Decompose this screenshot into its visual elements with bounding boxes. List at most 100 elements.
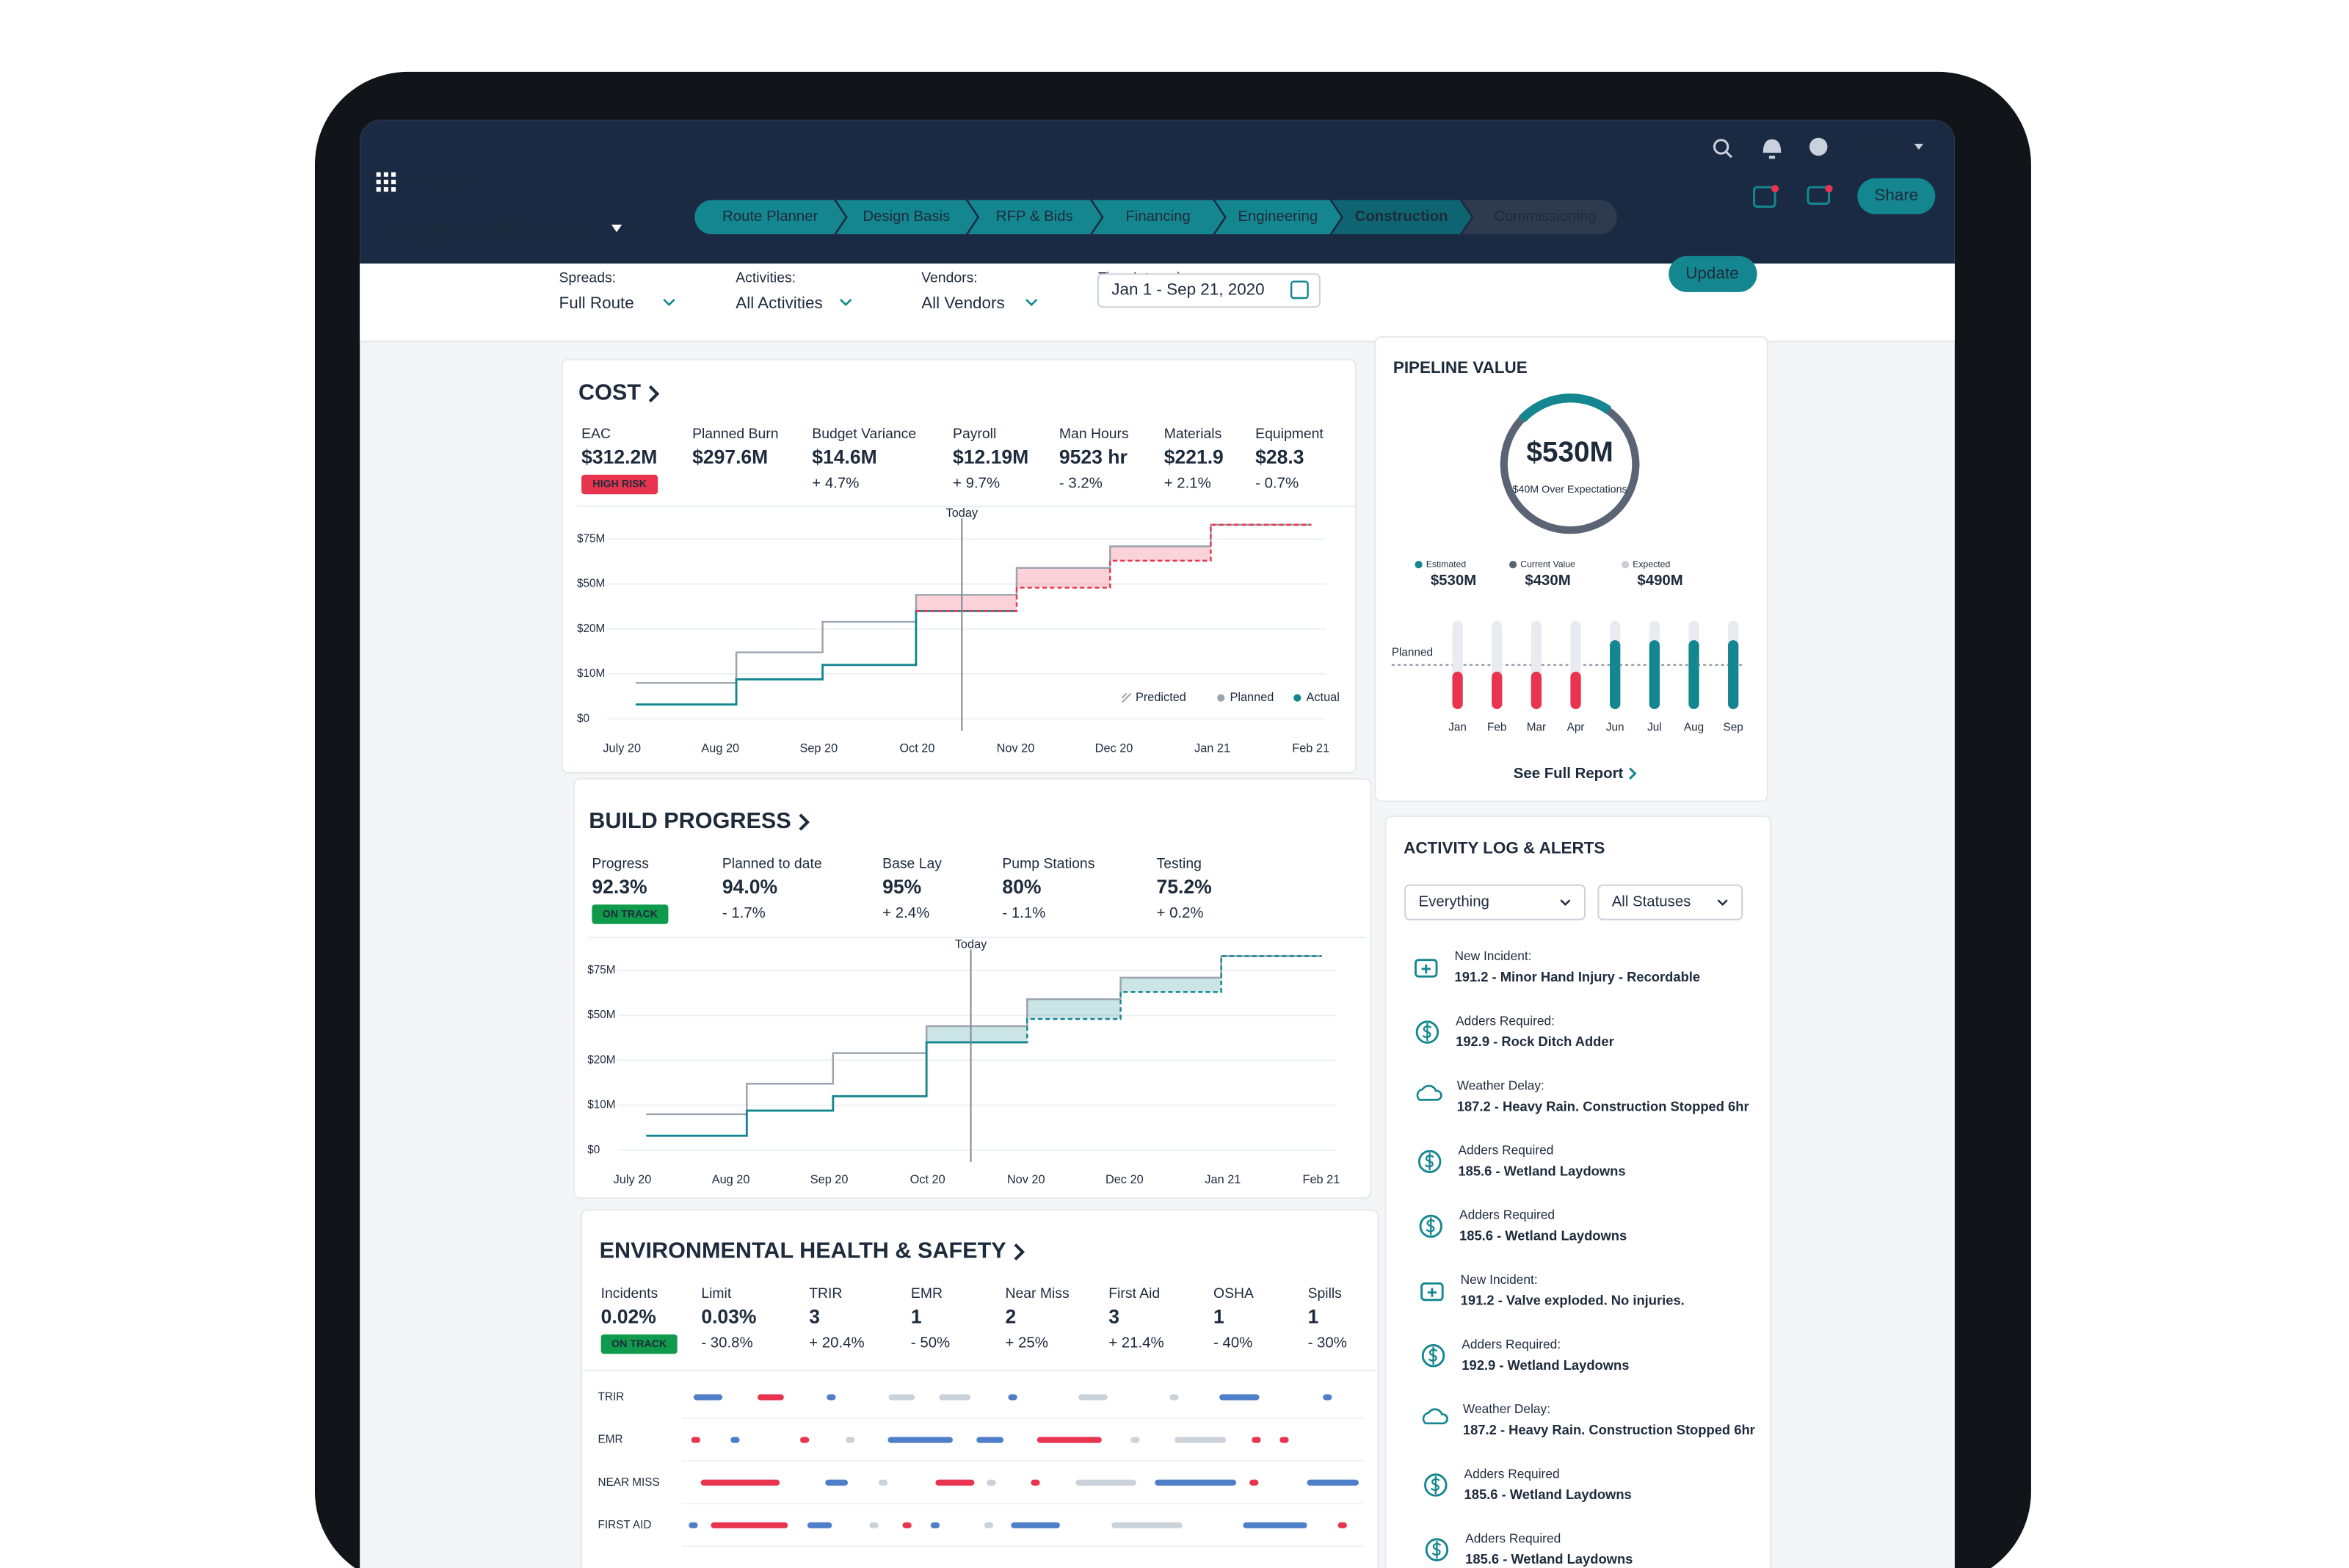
bell-icon[interactable] xyxy=(1762,139,1782,159)
chevron[interactable] xyxy=(799,813,810,831)
filter-value[interactable]: All Vendors xyxy=(921,294,1005,312)
date-picker[interactable] xyxy=(1097,273,1321,308)
x-tick-label: Oct 20 xyxy=(910,1173,945,1186)
y-tick-label: $50M xyxy=(587,1009,615,1021)
metric-change: - 50% xyxy=(911,1335,950,1351)
card-title[interactable]: ENVIRONMENTAL HEALTH & SAFETY xyxy=(600,1238,1006,1263)
apps-icon xyxy=(391,172,396,177)
metric-change: + 2.4% xyxy=(882,905,929,921)
adder-icon xyxy=(1425,1538,1449,1561)
legend-dot xyxy=(1508,561,1517,569)
select-value[interactable]: Everything xyxy=(1419,894,1489,910)
stage-label[interactable]: Construction xyxy=(1355,208,1448,225)
metric-label: Testing xyxy=(1157,855,1202,871)
stage-label[interactable]: RFP & Bids xyxy=(996,208,1073,225)
activity-text[interactable]: 192.9 - Rock Ditch Adder xyxy=(1456,1034,1614,1049)
metric-label: Payroll xyxy=(953,426,996,442)
activity-text[interactable]: 187.2 - Heavy Rain. Construction Stopped… xyxy=(1457,1098,1749,1114)
share-label[interactable]: Share xyxy=(1874,186,1918,204)
chevron[interactable] xyxy=(1014,1243,1025,1261)
x-tick-label: Mar xyxy=(1527,722,1546,734)
donut-arc xyxy=(1518,393,1612,423)
chevron[interactable] xyxy=(648,385,660,403)
profile-menu[interactable]: Profile xyxy=(1857,137,1904,155)
legend-label: Expected xyxy=(1633,559,1670,569)
dropdown-chevron xyxy=(1717,899,1728,906)
metric-label: First Aid xyxy=(1108,1285,1160,1302)
legend-swatch xyxy=(1293,694,1301,702)
metric-value: 80% xyxy=(1002,876,1041,898)
card-title: ACTIVITY LOG & ALERTS xyxy=(1404,839,1605,857)
project-title[interactable]: Longhorn Pipeline xyxy=(381,217,591,244)
y-tick-label: $20M xyxy=(577,623,605,635)
actual-line xyxy=(646,1041,1028,1137)
metric-value: $28.3 xyxy=(1255,446,1304,468)
metric-value: $14.6M xyxy=(812,446,876,468)
stage-label[interactable]: Design Basis xyxy=(863,208,950,225)
activity-text[interactable]: 191.2 - Minor Hand Injury - Recordable xyxy=(1455,969,1701,984)
card-title[interactable]: COST xyxy=(578,380,641,405)
incident-icon xyxy=(1420,1282,1444,1302)
filter-value[interactable]: Full Route xyxy=(559,294,634,312)
chart-icon[interactable] xyxy=(1752,186,1776,208)
metric-change: - 1.1% xyxy=(1002,905,1045,921)
share-button[interactable] xyxy=(1857,178,1936,214)
dropdown-chevron xyxy=(1025,299,1038,307)
x-tick-label: Feb 21 xyxy=(1292,741,1329,755)
activity-text[interactable]: 192.9 - Wetland Laydowns xyxy=(1462,1357,1629,1373)
apps-icon xyxy=(391,187,396,192)
donut-subtitle: $40M Over Expectations xyxy=(1512,484,1627,496)
stage-tab[interactable] xyxy=(1459,198,1619,236)
activity-text[interactable]: 185.6 - Wetland Laydowns xyxy=(1464,1487,1632,1502)
stage-tab[interactable] xyxy=(692,198,848,236)
x-tick-label: Sep 20 xyxy=(799,741,838,755)
legend-dot xyxy=(1415,561,1423,569)
stage-label[interactable]: Commissioning xyxy=(1494,208,1596,225)
message-icon[interactable] xyxy=(1807,186,1831,205)
filter-value[interactable]: All Activities xyxy=(736,294,822,312)
metric-change: + 0.2% xyxy=(1157,905,1204,921)
activity-text[interactable]: 185.6 - Wetland Laydowns xyxy=(1465,1551,1633,1567)
filter-value[interactable]: Jan 1 - Sep 21, 2020 xyxy=(1111,280,1264,299)
status-badge xyxy=(592,904,669,924)
row-label: FIRST AID xyxy=(598,1519,652,1531)
stage-label[interactable]: Route Planner xyxy=(722,208,818,225)
adder-icon xyxy=(1419,1214,1442,1238)
metric-change: + 25% xyxy=(1005,1335,1048,1351)
select[interactable] xyxy=(1597,884,1743,921)
filter-label: Activities: xyxy=(736,270,796,286)
stage-label[interactable]: Engineering xyxy=(1238,208,1318,225)
report-link[interactable]: See Full Report xyxy=(1514,766,1624,782)
select[interactable] xyxy=(1404,884,1586,921)
adder-icon xyxy=(1422,1023,1432,1042)
select-value[interactable]: All Statuses xyxy=(1612,894,1691,910)
x-tick-label: Dec 20 xyxy=(1105,1173,1144,1186)
x-tick-label: Jun xyxy=(1606,722,1624,734)
today-label: Today xyxy=(946,507,979,520)
x-tick-label: Nov 20 xyxy=(1007,1173,1045,1186)
help-icon[interactable] xyxy=(1809,137,1828,156)
row-label: NEAR MISS xyxy=(598,1476,660,1489)
y-tick-label: $50M xyxy=(577,578,605,590)
stage-label[interactable]: Financing xyxy=(1125,208,1190,225)
metric-value: 3 xyxy=(809,1305,820,1327)
activity-text[interactable]: 187.2 - Heavy Rain. Construction Stopped… xyxy=(1463,1422,1755,1437)
status-badge-label: ON TRACK xyxy=(611,1338,667,1350)
activity-text[interactable]: 191.2 - Valve exploded. No injuries. xyxy=(1461,1293,1685,1308)
activity-label: New Incident: xyxy=(1461,1272,1538,1287)
weather-icon xyxy=(1416,1084,1442,1101)
card-title[interactable]: BUILD PROGRESS xyxy=(589,808,791,833)
metric-value: 75.2% xyxy=(1157,876,1212,898)
metric-change: + 4.7% xyxy=(812,475,859,491)
activity-label: Adders Required: xyxy=(1456,1013,1555,1028)
activity-text[interactable]: 185.6 - Wetland Laydowns xyxy=(1459,1228,1627,1244)
update-button[interactable] xyxy=(1669,255,1757,292)
activity-text[interactable]: 185.6 - Wetland Laydowns xyxy=(1458,1163,1625,1178)
metric-label: Materials xyxy=(1164,426,1222,442)
adder-icon xyxy=(1421,1344,1445,1368)
weather-icon xyxy=(1422,1408,1448,1425)
search-icon xyxy=(1724,150,1733,159)
search-icon[interactable] xyxy=(1713,139,1729,155)
update-label[interactable]: Update xyxy=(1685,264,1738,282)
apps-link[interactable]: Projects xyxy=(410,171,475,189)
